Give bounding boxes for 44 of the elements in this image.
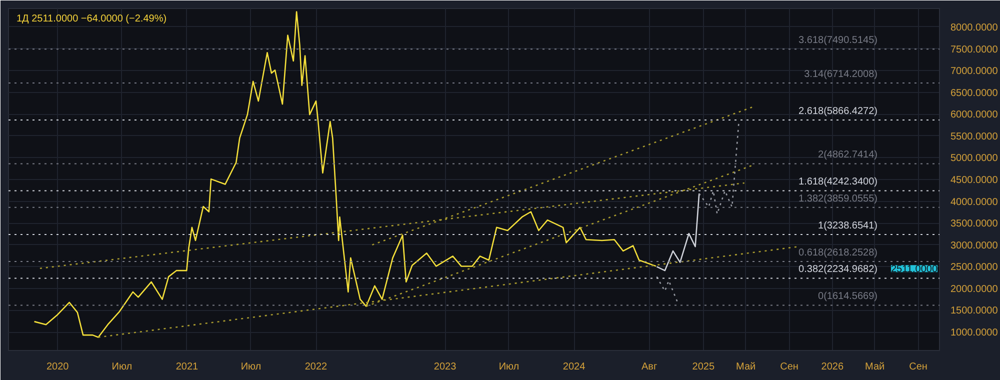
- x-tick-label: Май: [736, 362, 756, 372]
- y-tick-label: 2000.0000: [950, 284, 998, 295]
- y-tick-label: 7500.0000: [950, 44, 998, 56]
- x-tick-label: 2025: [692, 362, 715, 372]
- line-series: [34, 11, 657, 338]
- line-series: [698, 122, 740, 215]
- y-tick-label: 1500.0000: [950, 306, 998, 317]
- ref-line-label: 0.618(2618.2528): [798, 248, 878, 259]
- y-tick-label: 7000.0000: [950, 66, 998, 78]
- ref-line-label: 2(4862.7414): [818, 150, 878, 161]
- x-tick-label: 2022: [304, 362, 328, 372]
- x-tick-label: Май: [865, 362, 885, 372]
- x-tick-label: 2020: [46, 362, 70, 372]
- x-tick-label: Сен: [780, 362, 798, 372]
- y-tick-label: 3500.0000: [950, 218, 998, 230]
- x-tick-label: 2023: [434, 362, 457, 372]
- x-tick-label: 2021: [176, 362, 199, 372]
- y-tick-label: 8000.0000: [950, 22, 998, 34]
- x-tick-label: Июл: [112, 362, 132, 372]
- text: 1Д 2511.0000 −64.0000 (−2.49%): [16, 14, 167, 24]
- y-tick-label: 6500.0000: [950, 88, 998, 99]
- ref-line-label: 1.382(3859.0555): [798, 193, 878, 204]
- ref-line-label: 1(3238.6541): [818, 220, 878, 232]
- y-tick-label: 4500.0000: [950, 175, 998, 186]
- ref-line-label: 3.14(6714.2008): [804, 69, 878, 80]
- y-tick-label: 3000.0000: [950, 240, 998, 252]
- ref-line-label: 3.618(7490.5145): [798, 35, 878, 46]
- y-tick-label: 6000.0000: [950, 110, 998, 121]
- line-series: [656, 276, 678, 304]
- x-tick-label: Сен: [909, 362, 928, 372]
- x-tick-label: 2024: [562, 362, 586, 372]
- x-tick-label: Июл: [498, 362, 520, 372]
- x-tick-label: Авг: [642, 362, 658, 372]
- y-tick-label: 2500.0000: [950, 262, 998, 274]
- ref-line-label: 0.382(2234.9682): [798, 264, 878, 276]
- y-tick-label: 5500.0000: [950, 131, 998, 142]
- y-tick-label: 5000.0000: [950, 153, 998, 164]
- ref-line-label: 0(1614.5669): [818, 291, 878, 302]
- y-tick-label: 1000.0000: [950, 328, 998, 339]
- ref-line-label: 2.618(5866.4272): [798, 106, 878, 117]
- x-tick-label: Июл: [240, 362, 262, 372]
- ref-line-label: 1.618(4242.3400): [798, 176, 878, 188]
- y-tick-label: 4000.0000: [950, 196, 998, 208]
- x-tick-label: 2026: [821, 362, 844, 372]
